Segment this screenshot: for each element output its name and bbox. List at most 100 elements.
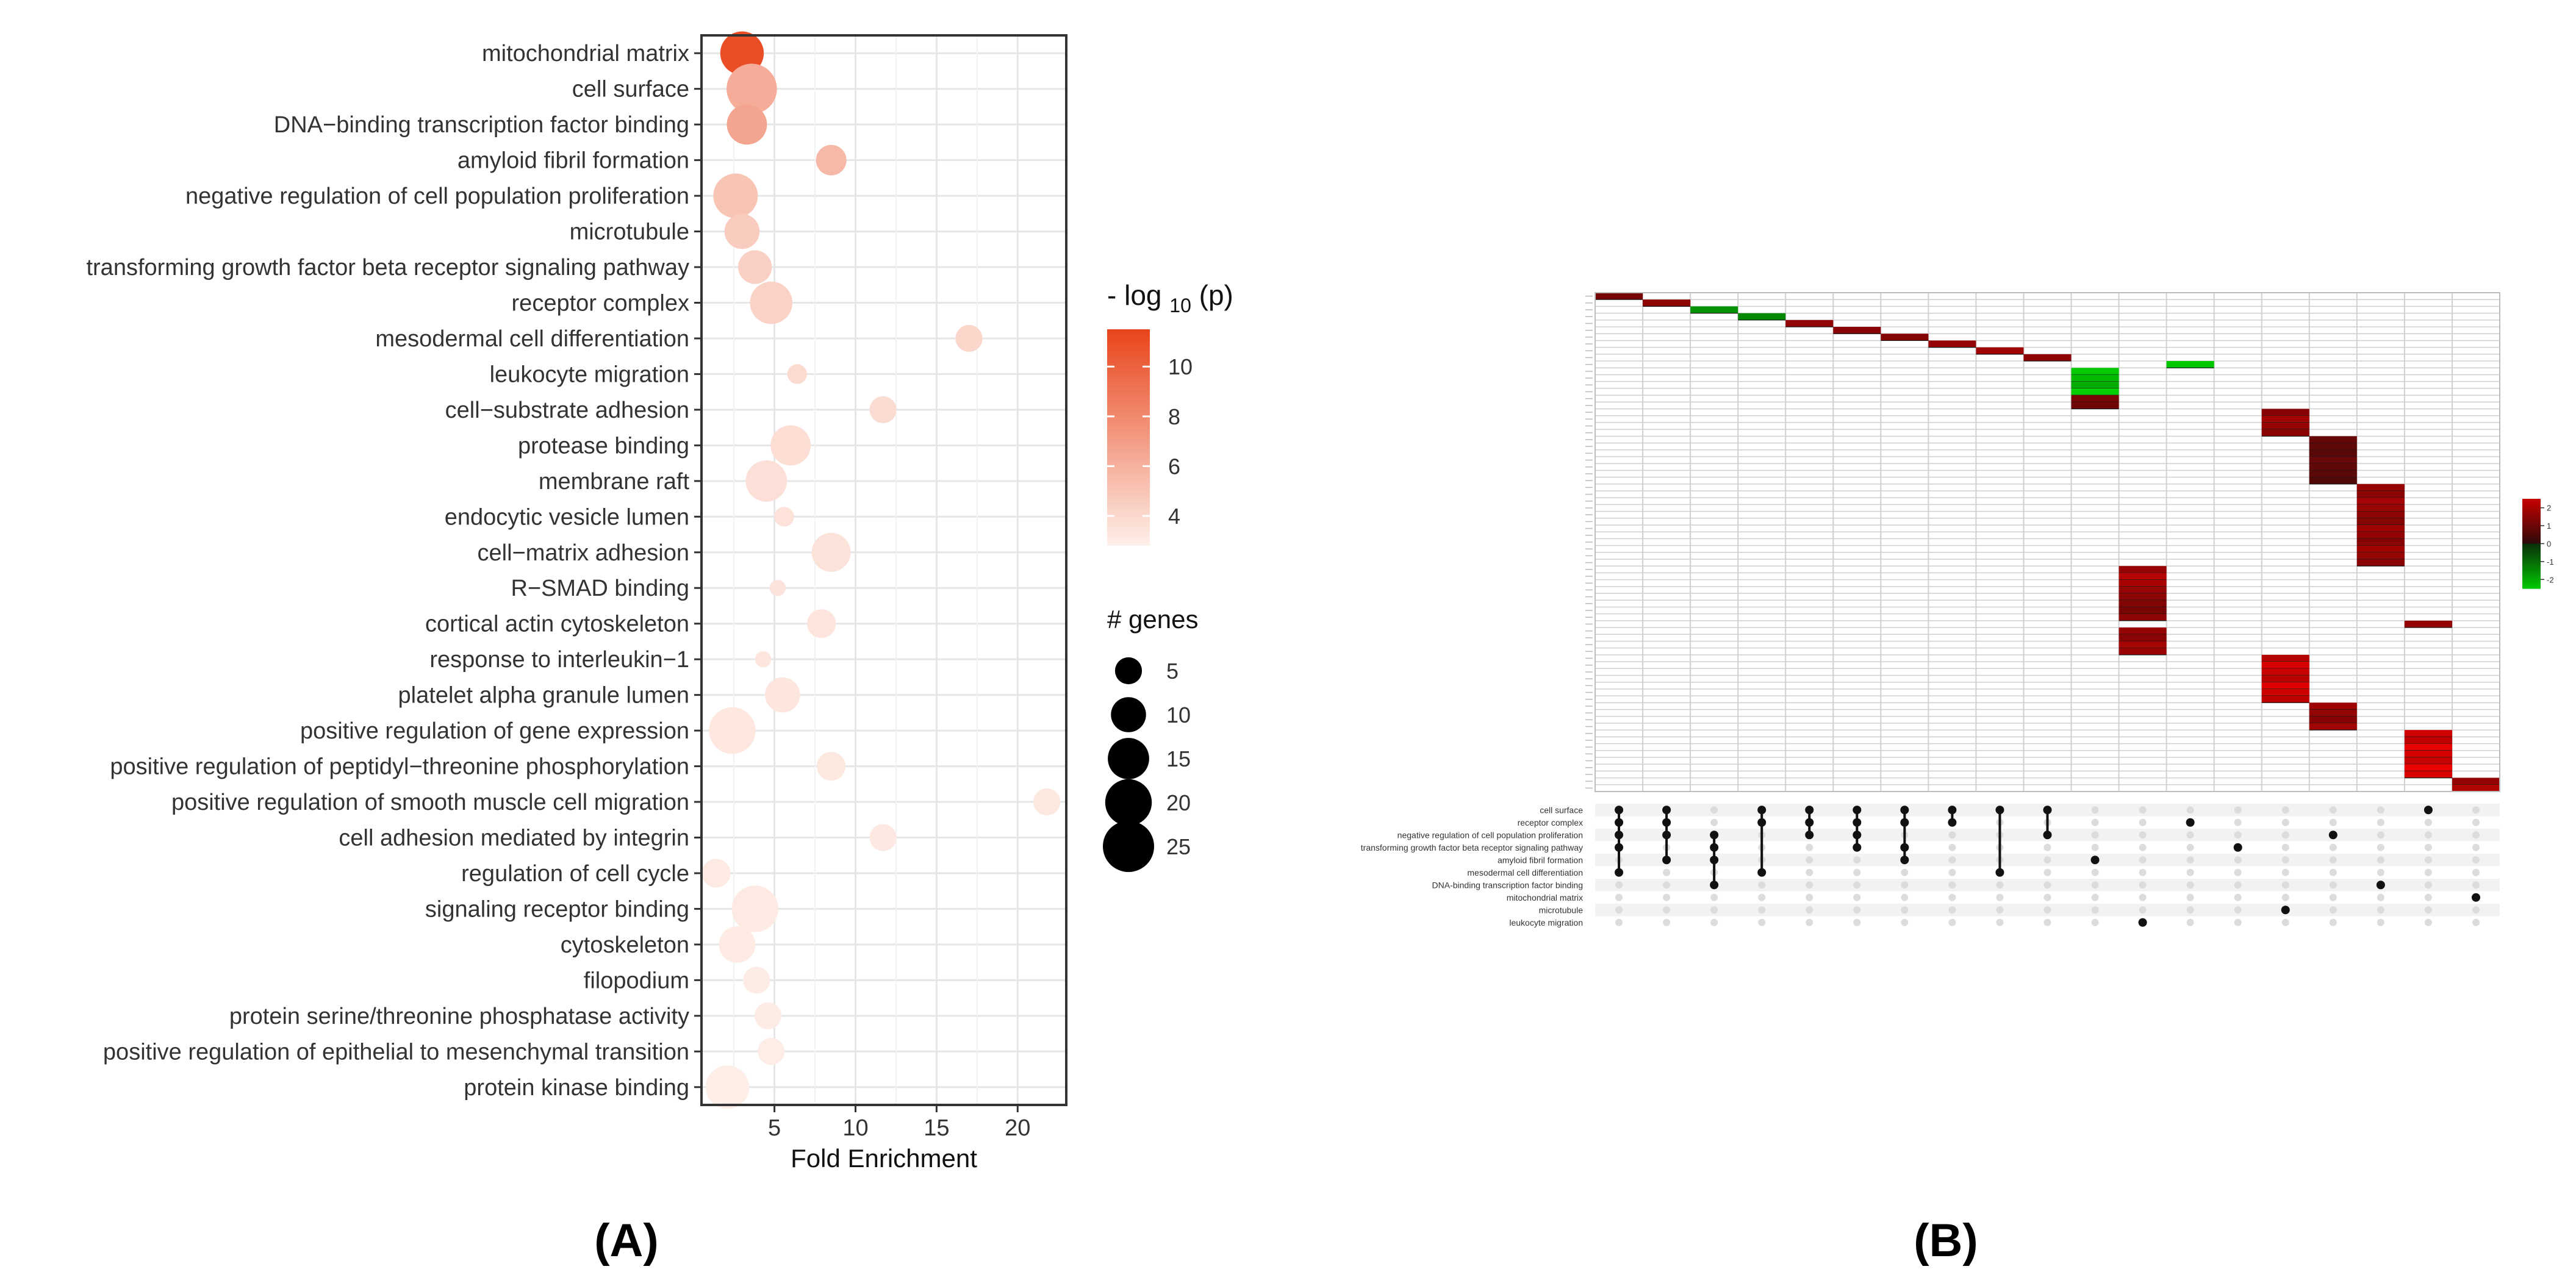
heatmap-cell xyxy=(2071,402,2119,409)
size-legend-label: 25 xyxy=(1166,834,1191,859)
color-scale-step xyxy=(2522,561,2541,565)
heatmap-cell xyxy=(2261,422,2309,430)
heatmap-cell xyxy=(2404,730,2452,737)
color-scale-step xyxy=(2522,563,2541,566)
color-scale-label: 0 xyxy=(2547,540,2551,549)
term-label: cell−matrix adhesion xyxy=(478,540,689,566)
upset-dot-inactive xyxy=(2186,906,2194,914)
upset-dot-inactive xyxy=(2139,906,2147,914)
upset-dot-active xyxy=(2376,881,2385,890)
color-scale-label: -2 xyxy=(2547,575,2554,584)
heatmap-cell xyxy=(2119,586,2167,594)
upset-dot-inactive xyxy=(2281,893,2289,901)
color-scale-step xyxy=(2522,534,2541,538)
upset-dot-inactive xyxy=(2424,818,2432,826)
upset-dot-active xyxy=(1900,856,1909,865)
upset-dot-inactive xyxy=(1853,868,1861,876)
upset-set-label: amyloid fibril formation xyxy=(1498,855,1583,865)
upset-dot-inactive xyxy=(1996,906,2004,914)
upset-dot-inactive xyxy=(2139,806,2147,814)
upset-dot-active xyxy=(1662,856,1671,865)
upset-dot-inactive xyxy=(2139,856,2147,864)
upset-dot-inactive xyxy=(2234,831,2242,839)
upset-set-label: leukocyte migration xyxy=(1509,918,1583,927)
upset-dot-active xyxy=(1805,806,1814,815)
heatmap-cell xyxy=(2261,688,2309,696)
size-legend-label: 15 xyxy=(1166,746,1191,771)
upset-dot-inactive xyxy=(2472,818,2480,826)
upset-dot-inactive xyxy=(2329,856,2337,864)
upset-dot-inactive xyxy=(1615,893,1623,901)
upset-dot-inactive xyxy=(2329,868,2337,876)
color-scale-step xyxy=(2522,503,2541,506)
upset-dot-inactive xyxy=(2234,893,2242,901)
upset-dot-inactive xyxy=(1806,856,1814,864)
upset-dot-active xyxy=(1710,881,1719,890)
upset-dot-inactive xyxy=(2472,868,2480,876)
color-scale-step xyxy=(2522,527,2541,531)
heatmap-cell xyxy=(2261,662,2309,669)
dot-point xyxy=(816,145,847,176)
dot-point xyxy=(758,1038,785,1065)
upset-dot-inactive xyxy=(2043,868,2051,876)
upset-dot-inactive xyxy=(2281,856,2289,864)
color-scale-step xyxy=(2522,539,2541,542)
upset-dot-inactive xyxy=(2234,806,2242,814)
upset-dot-inactive xyxy=(2377,868,2384,876)
upset-dot-inactive xyxy=(2234,881,2242,889)
upset-dot-active xyxy=(1853,831,1862,840)
heatmap-cell xyxy=(2404,750,2452,757)
upset-dot-inactive xyxy=(1615,906,1623,914)
color-scale-step xyxy=(2522,584,2541,587)
upset-dot-inactive xyxy=(2091,806,2099,814)
x-tick-label: 20 xyxy=(1005,1115,1030,1141)
upset-dot-inactive xyxy=(2234,818,2242,826)
color-legend-title-subscript: 10 xyxy=(1169,295,1191,316)
upset-set-label: DNA-binding transcription factor binding xyxy=(1432,880,1583,890)
term-label: filopodium xyxy=(584,968,689,993)
dot-point xyxy=(743,967,770,994)
heatmap-row-label-ticks xyxy=(1585,295,1593,789)
dot-point xyxy=(755,651,772,668)
dot-point xyxy=(807,609,836,638)
term-label: negative regulation of cell population p… xyxy=(185,184,689,209)
heatmap-cell xyxy=(2071,374,2119,382)
color-scale-step xyxy=(2522,557,2541,560)
upset-dot-inactive xyxy=(2281,918,2289,926)
heatmap-cell xyxy=(2309,709,2357,717)
upset-dot-inactive xyxy=(2377,843,2384,851)
dot-point xyxy=(719,926,756,963)
size-legend-label: 20 xyxy=(1166,790,1191,815)
upset-dot-inactive xyxy=(2186,868,2194,876)
heatmap-cell xyxy=(2356,518,2405,525)
upset-dot-inactive xyxy=(1758,918,1766,926)
upset-dot-inactive xyxy=(2472,806,2480,814)
heatmap-cell xyxy=(2309,456,2357,464)
upset-dot-inactive xyxy=(2377,831,2384,839)
heatmap-cell xyxy=(2356,504,2405,512)
color-scale-step xyxy=(2522,550,2541,553)
upset-dot-active xyxy=(1948,806,1957,815)
upset-dot-inactive xyxy=(2424,881,2432,889)
upset-dot-inactive xyxy=(2186,843,2194,851)
upset-dot-active xyxy=(2043,806,2052,815)
upset-dot-active xyxy=(1853,806,1862,815)
upset-dot-inactive xyxy=(2043,843,2051,851)
term-label: receptor complex xyxy=(512,291,689,316)
upset-dot-inactive xyxy=(1948,831,1956,839)
x-tick-label: 10 xyxy=(842,1115,868,1141)
upset-dot-inactive xyxy=(1806,843,1814,851)
upset-dot-inactive xyxy=(2186,918,2194,926)
heatmap-cell xyxy=(1928,340,1976,348)
heatmap-color-scale: 2 1 0 -1 -2 xyxy=(2522,499,2554,589)
dot-point xyxy=(705,1065,750,1109)
upset-dot-active xyxy=(2138,918,2147,927)
color-scale-step xyxy=(2522,579,2541,582)
color-scale-step xyxy=(2522,570,2541,573)
upset-dot-inactive xyxy=(2091,893,2099,901)
term-label: signaling receptor binding xyxy=(425,896,689,922)
upset-dot-inactive xyxy=(1663,906,1671,914)
upset-dot-inactive xyxy=(2424,843,2432,851)
term-label: endocytic vesicle lumen xyxy=(445,504,689,530)
color-scale-step xyxy=(2522,543,2541,546)
